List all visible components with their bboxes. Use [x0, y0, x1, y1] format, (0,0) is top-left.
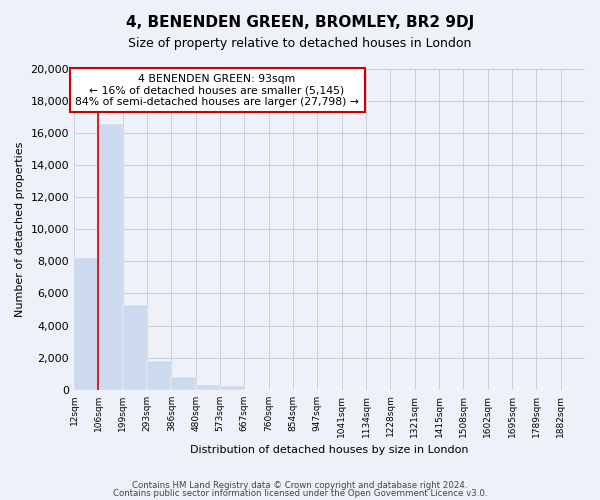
Text: Contains public sector information licensed under the Open Government Licence v3: Contains public sector information licen… — [113, 489, 487, 498]
Bar — [147, 361, 172, 390]
Bar — [172, 377, 196, 390]
Bar — [220, 386, 244, 390]
Bar — [123, 304, 147, 390]
X-axis label: Distribution of detached houses by size in London: Distribution of detached houses by size … — [190, 445, 469, 455]
Bar — [98, 124, 123, 390]
Text: 4 BENENDEN GREEN: 93sqm
← 16% of detached houses are smaller (5,145)
84% of semi: 4 BENENDEN GREEN: 93sqm ← 16% of detache… — [75, 74, 359, 107]
Y-axis label: Number of detached properties: Number of detached properties — [15, 142, 25, 317]
Text: Contains HM Land Registry data © Crown copyright and database right 2024.: Contains HM Land Registry data © Crown c… — [132, 480, 468, 490]
Bar — [196, 385, 220, 390]
Text: 4, BENENDEN GREEN, BROMLEY, BR2 9DJ: 4, BENENDEN GREEN, BROMLEY, BR2 9DJ — [126, 15, 474, 30]
Text: Size of property relative to detached houses in London: Size of property relative to detached ho… — [128, 38, 472, 51]
Bar — [74, 258, 98, 390]
